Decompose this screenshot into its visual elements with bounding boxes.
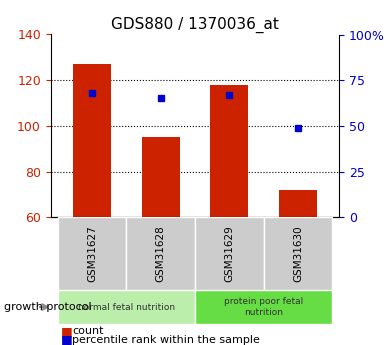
Bar — [58, 217, 126, 290]
Bar — [73, 64, 111, 217]
Bar — [195, 217, 264, 290]
Text: GSM31629: GSM31629 — [224, 225, 234, 282]
Bar — [58, 290, 195, 324]
Bar — [126, 217, 195, 290]
Bar — [264, 217, 332, 290]
Text: GSM31627: GSM31627 — [87, 225, 97, 282]
Text: ■: ■ — [60, 325, 72, 338]
Text: normal fetal nutrition: normal fetal nutrition — [78, 303, 175, 312]
Text: count: count — [72, 326, 104, 336]
Text: percentile rank within the sample: percentile rank within the sample — [72, 335, 260, 345]
Text: GSM31628: GSM31628 — [156, 225, 166, 282]
Bar — [195, 290, 332, 324]
Text: protein poor fetal
nutrition: protein poor fetal nutrition — [224, 297, 303, 317]
Bar — [142, 137, 179, 217]
Text: GSM31630: GSM31630 — [293, 225, 303, 282]
Bar — [279, 190, 317, 217]
Text: ■: ■ — [60, 333, 72, 345]
Bar — [211, 85, 248, 217]
Title: GDS880 / 1370036_at: GDS880 / 1370036_at — [111, 17, 279, 33]
Text: growth protocol: growth protocol — [4, 302, 92, 312]
